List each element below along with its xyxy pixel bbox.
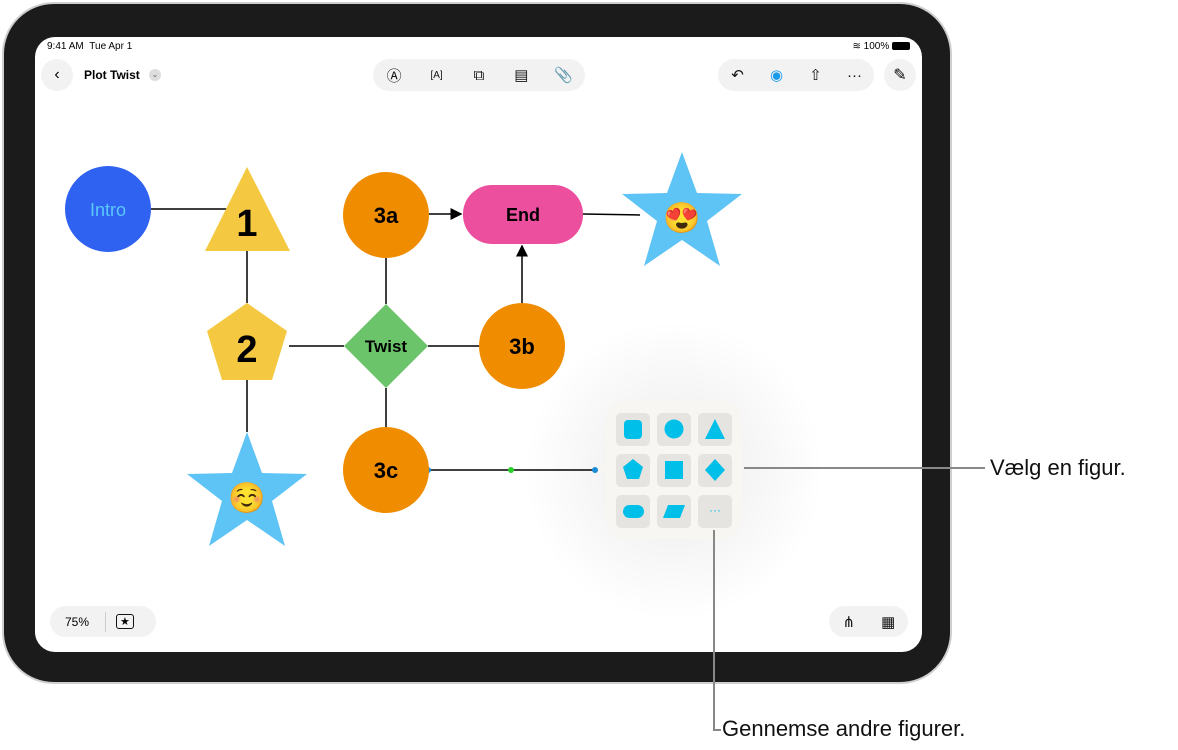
view-controls: ⋔ ▦ [829, 606, 908, 637]
shape-label: 3c [374, 458, 398, 483]
emoji: 😍 [663, 201, 700, 235]
parallelogram-icon [663, 505, 685, 518]
shape-triangle-1[interactable]: 1 [205, 167, 290, 251]
status-bar: 9:41 AM Tue Apr 1 ≋ 100% [47, 41, 910, 52]
callout-line [713, 530, 715, 730]
shape-3b[interactable]: 3b [479, 303, 565, 389]
pen-icon[interactable]: Ⓐ [386, 67, 402, 85]
back-button[interactable]: ‹ [41, 59, 73, 91]
shape-3c[interactable]: 3c [343, 427, 429, 513]
undo-icon[interactable]: ↶ [731, 67, 744, 84]
triangle-icon [705, 419, 725, 439]
favorite-star-icon[interactable]: ★ [116, 614, 134, 629]
shape-label: Twist [365, 337, 408, 356]
screen: 9:41 AM Tue Apr 1 ≋ 100% ‹ Plot Twist ⌄ … [35, 37, 922, 652]
insert-toolbar: Ⓐ [A] ⧉ ▤ 📎 [373, 59, 585, 91]
shape-picker-panel: ··· [599, 401, 742, 539]
compose-button[interactable]: ✎ [884, 59, 916, 91]
shape-label: 3a [374, 203, 399, 228]
callout-line [744, 467, 985, 469]
connectors [151, 208, 641, 471]
text-box-icon[interactable]: [A] [430, 69, 443, 81]
shape-star-bottom[interactable]: ☺️ [187, 432, 307, 546]
shape-option-more[interactable] [698, 495, 732, 528]
shape-label: Intro [90, 200, 126, 220]
more-icon[interactable]: ··· [847, 66, 862, 84]
sticky-note-icon[interactable]: ▤ [514, 67, 529, 84]
time: 9:41 AM [47, 41, 84, 52]
grid-icon[interactable]: ▦ [881, 613, 896, 631]
chevron-left-icon: ‹ [54, 66, 60, 83]
divider [105, 611, 106, 632]
battery-icon [892, 42, 910, 51]
wifi-icon: ≋ [852, 41, 861, 52]
callout-browse: Gennemse andre figurer. [722, 716, 966, 741]
action-toolbar: ↶ ◉ ⇧ ··· [718, 59, 874, 91]
shape-label: 1 [236, 203, 257, 245]
compose-icon: ✎ [893, 67, 907, 84]
shape-label: End [506, 205, 540, 225]
shape-3a[interactable]: 3a [343, 172, 429, 258]
shape-label: 2 [236, 329, 257, 371]
collaborate-icon[interactable]: ◉ [769, 67, 784, 84]
battery-level: 100% [863, 41, 890, 52]
document-title[interactable]: Plot Twist [84, 68, 140, 82]
emoji: ☺️ [228, 481, 265, 515]
shape-twist[interactable]: Twist [344, 304, 428, 388]
callout-pick-shape: Vælg en figur. [990, 455, 1126, 480]
midpoint-handle[interactable] [508, 467, 514, 473]
callout-line [713, 729, 721, 731]
shape-end[interactable]: End [463, 185, 583, 244]
attachment-icon[interactable]: 📎 [554, 67, 574, 84]
shape-label: 3b [509, 334, 535, 359]
shape-star-top[interactable]: 😍 [622, 152, 742, 266]
zoom-level[interactable]: 75% [65, 614, 90, 629]
title-menu-chevron-icon[interactable]: ⌄ [149, 69, 161, 81]
connection-icon[interactable]: ⋔ [842, 613, 856, 631]
shapes-icon[interactable]: ⧉ [473, 66, 485, 84]
shape-intro[interactable]: Intro [65, 166, 151, 252]
share-icon[interactable]: ⇧ [809, 67, 822, 84]
square-icon [665, 461, 683, 479]
diamond-icon [705, 459, 725, 481]
zoom-controls: 75% ★ [50, 606, 156, 637]
rounded-square-icon [624, 420, 642, 439]
shape-pentagon-2[interactable]: 2 [207, 303, 287, 380]
circle-icon [664, 419, 684, 439]
pentagon-icon [623, 459, 643, 479]
pill-icon [623, 505, 644, 518]
date: Tue Apr 1 [89, 41, 133, 52]
more-shapes-icon: ··· [709, 503, 721, 517]
